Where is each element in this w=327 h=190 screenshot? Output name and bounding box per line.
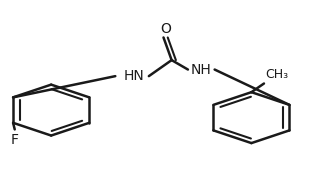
- Text: HN: HN: [124, 69, 145, 83]
- Text: O: O: [160, 22, 171, 36]
- Text: NH: NH: [191, 63, 211, 77]
- Text: F: F: [11, 133, 19, 147]
- Text: CH₃: CH₃: [266, 68, 289, 81]
